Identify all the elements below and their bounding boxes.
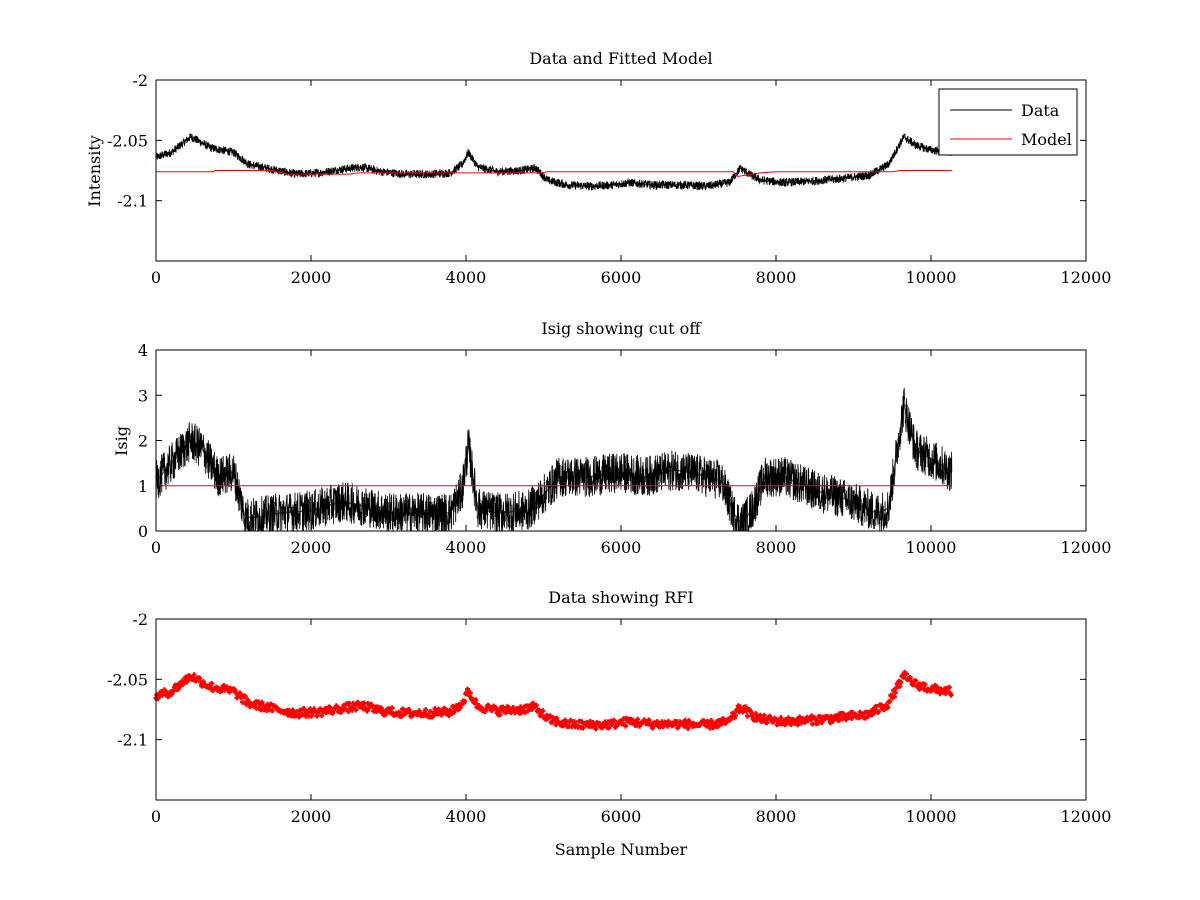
x-tick-label: 8000 xyxy=(756,538,797,557)
x-tick-label: 2000 xyxy=(291,268,332,287)
x-tick-label: 12000 xyxy=(1061,268,1112,287)
x-tick-label: 0 xyxy=(151,538,161,557)
x-tick-label: 10000 xyxy=(906,268,957,287)
x-tick-label: 10000 xyxy=(906,807,957,826)
x-tick-label: 0 xyxy=(151,268,161,287)
x-tick-label: 8000 xyxy=(756,807,797,826)
y-tick-label: -2.05 xyxy=(107,670,148,689)
y-tick-label: -2.1 xyxy=(117,731,148,750)
panel-2-title: Isig showing cut off xyxy=(541,319,702,338)
x-axis-label: Sample Number xyxy=(555,840,688,859)
y-tick-label: 2 xyxy=(138,432,148,451)
panel-3-title: Data showing RFI xyxy=(548,588,693,607)
panel-rfi: Data showing RFI 0 2000 4000 6000 8000 10000 1… xyxy=(107,588,1111,859)
series-trend-data xyxy=(155,135,952,187)
x-tick-label: 8000 xyxy=(756,268,797,287)
legend-box xyxy=(938,88,1078,156)
x-tick-label: 0 xyxy=(151,807,161,826)
legend: Data Model xyxy=(938,88,1078,156)
y-tick-label: -2.1 xyxy=(117,192,148,211)
y-tick-label: -2.05 xyxy=(107,131,148,150)
panel-2-y-axis-label: Isig xyxy=(112,426,131,456)
y-tick-label: -2 xyxy=(132,71,148,90)
x-tick-label: 12000 xyxy=(1061,807,1112,826)
x-tick-label: 6000 xyxy=(601,807,642,826)
panel-isig: Isig showing cut off Isig 0 2000 4000 6000 8… xyxy=(112,319,1111,557)
series-line-model xyxy=(156,170,952,178)
x-tick-label: 4000 xyxy=(446,538,487,557)
legend-model-label: Model xyxy=(1021,130,1072,149)
y-tick-label: 4 xyxy=(138,341,148,360)
y-tick-label: -2 xyxy=(132,610,148,629)
panel-data-and-model: Data and Fitted Model Intensity 0 2000 400… xyxy=(85,49,1111,287)
y-tick-label: 0 xyxy=(138,522,148,541)
x-tick-label: 2000 xyxy=(291,538,332,557)
x-tick-label: 6000 xyxy=(601,538,642,557)
y-tick-label: 3 xyxy=(138,386,148,405)
series-trend-isig xyxy=(155,404,953,526)
x-tick-label: 6000 xyxy=(601,268,642,287)
legend-data-label: Data xyxy=(1021,101,1060,120)
panel-1-title: Data and Fitted Model xyxy=(529,49,712,68)
x-tick-label: 2000 xyxy=(291,807,332,826)
panel-1-y-axis-label: Intensity xyxy=(85,135,104,207)
y-tick-label: 1 xyxy=(138,477,148,496)
x-tick-label: 10000 xyxy=(906,538,957,557)
x-tick-label: 12000 xyxy=(1061,538,1112,557)
x-tick-label: 4000 xyxy=(446,268,487,287)
x-tick-label: 4000 xyxy=(446,807,487,826)
